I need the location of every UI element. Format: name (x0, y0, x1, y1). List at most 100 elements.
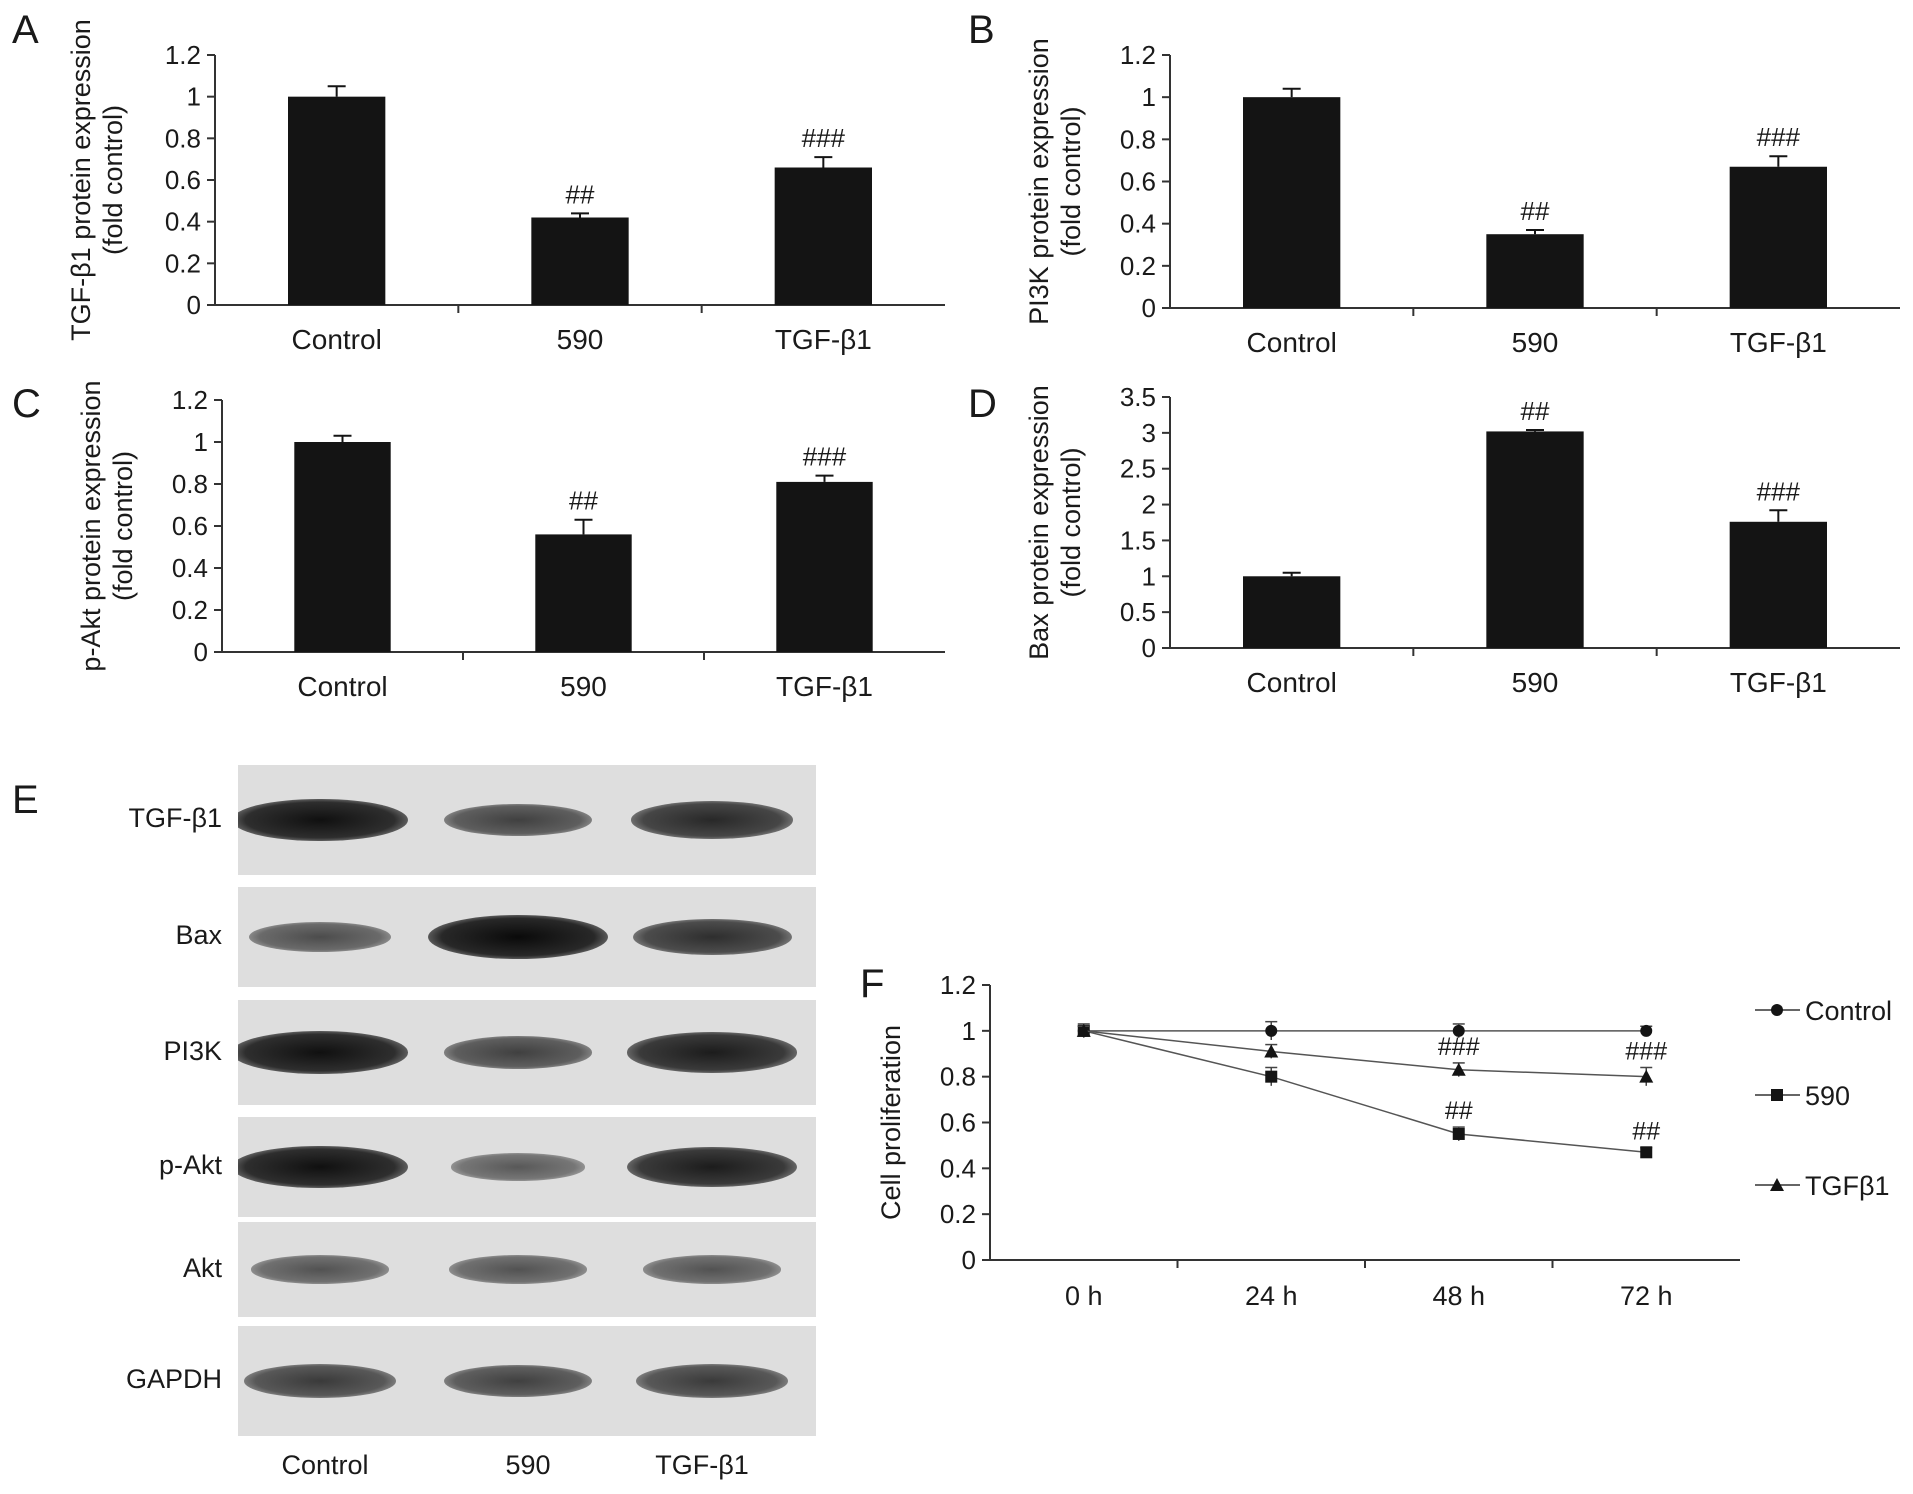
panel-letter-b: B (968, 8, 995, 52)
chart-c-ytick-label: 1.2 (172, 385, 208, 415)
chart-a-category-label: 590 (557, 324, 604, 355)
chart-c-annotation: ### (803, 442, 847, 472)
chart-b-ytick-label: 0 (1142, 293, 1156, 323)
chart-f-point-triangle (1451, 1062, 1466, 1076)
chart-f-annotation-square: ## (1632, 1118, 1660, 1146)
blot-row-label: p-Akt (158, 1150, 222, 1180)
chart-c-ytick-label: 0.4 (172, 553, 208, 583)
chart-b-ytick-label: 0.2 (1120, 251, 1156, 281)
blot-strip (238, 1117, 816, 1217)
chart-f-xtick-label: 48 h (1432, 1281, 1485, 1311)
chart-c-ylabel: (fold control) (108, 451, 138, 601)
chart-d-category-label: TGF-β1 (1730, 667, 1827, 698)
chart-c-ylabel: p-Akt protein expression (76, 380, 106, 671)
chart-a-bar (288, 96, 386, 306)
blot-band (249, 922, 391, 952)
blot-band (636, 1364, 788, 1398)
blot-row-label: GAPDH (125, 1364, 222, 1394)
chart-d-ytick-label: 2 (1142, 490, 1156, 520)
chart-f-ytick-label: 1 (962, 1016, 976, 1046)
chart-c-annotation: ## (569, 486, 598, 516)
chart-a-ylabel: TGF-β1 protein expression (66, 19, 96, 341)
blot-strip (238, 765, 816, 875)
panel-letter-e: E (12, 778, 39, 822)
blot-row-label: TGF-β1 (128, 803, 222, 833)
chart-d-bar (1243, 576, 1341, 648)
blot-band (450, 1153, 586, 1181)
panel-letter-f: F (860, 962, 885, 1006)
blot-band (428, 915, 608, 959)
chart-b-annotation: ### (1757, 122, 1801, 152)
chart-f-ytick-label: 0.6 (940, 1108, 976, 1138)
chart-b-bar (1486, 234, 1584, 308)
chart-b-ylabel: PI3K protein expression (1024, 38, 1054, 325)
chart-f-point-square (1265, 1070, 1278, 1083)
chart-d-ylabel: (fold control) (1056, 447, 1086, 597)
blot-band (632, 918, 792, 956)
chart-c-category-label: 590 (560, 671, 607, 702)
chart-f-annotation-square: ## (1445, 1097, 1473, 1125)
blot-band (238, 798, 409, 842)
chart-d-ytick-label: 0 (1142, 633, 1156, 663)
chart-b-ytick-label: 1 (1142, 82, 1156, 112)
chart-f-point-square (1640, 1146, 1653, 1159)
chart-f-ytick-label: 0 (962, 1245, 976, 1275)
chart-f-annotation-triangle: ### (1625, 1038, 1667, 1066)
blot-band (251, 1255, 389, 1284)
chart-f-xtick-label: 0 h (1065, 1281, 1103, 1311)
chart-f-point-circle (1265, 1024, 1278, 1037)
chart-d-ylabel: Bax protein expression (1024, 385, 1054, 660)
chart-c-bar (535, 534, 632, 652)
chart-f-line-triangle (1083, 1030, 1647, 1078)
chart-b-bar (1729, 166, 1827, 308)
chart-c-ytick-label: 0.6 (172, 511, 208, 541)
chart-a-ylabel: (fold control) (98, 105, 128, 255)
chart-d-ytick-label: 1.5 (1120, 525, 1156, 555)
blot-band (627, 1032, 797, 1073)
chart-d-bar (1729, 521, 1827, 648)
chart-d-category-label: Control (1247, 667, 1337, 698)
blot-strip (238, 1222, 816, 1317)
chart-b-ylabel: (fold control) (1056, 106, 1086, 256)
chart-a-ytick-label: 1.2 (165, 40, 201, 70)
chart-d-ytick-label: 0.5 (1120, 597, 1156, 627)
chart-b-category-label: Control (1247, 327, 1337, 358)
chart-d-ytick-label: 3.5 (1120, 382, 1156, 412)
chart-f-point-circle (1452, 1024, 1465, 1037)
chart-d-bar (1486, 431, 1584, 648)
chart-d-category-label: 590 (1512, 667, 1559, 698)
blot-row-label: Bax (175, 920, 222, 950)
blot-band (443, 803, 593, 837)
chart-a-ytick-label: 0 (187, 290, 201, 320)
blot-band (449, 1255, 587, 1284)
legend-marker-circle (1771, 1004, 1783, 1016)
chart-f-ytick-label: 1.2 (940, 970, 976, 1000)
legend-marker-triangle (1770, 1178, 1784, 1191)
chart-b-annotation: ## (1521, 196, 1550, 226)
chart-f-point-triangle (1264, 1044, 1279, 1058)
chart-b-ytick-label: 0.6 (1120, 167, 1156, 197)
chart-c-ytick-label: 0 (194, 637, 208, 667)
legend-label-circle: Control (1805, 996, 1892, 1026)
chart-d-ytick-label: 2.5 (1120, 454, 1156, 484)
chart-a-bar (774, 167, 872, 305)
chart-a-ytick-label: 1 (187, 82, 201, 112)
chart-c-bar (776, 481, 873, 652)
blot-lane-label: 590 (505, 1450, 551, 1480)
chart-d-annotation: ### (1757, 476, 1801, 506)
chart-b-category-label: 590 (1512, 327, 1559, 358)
chart-a-ytick-label: 0.2 (165, 248, 201, 278)
chart-a-category-label: TGF-β1 (775, 324, 872, 355)
legend-marker-square (1771, 1089, 1783, 1101)
chart-a-ytick-label: 0.4 (165, 207, 201, 237)
blot-strip (238, 887, 816, 987)
chart-f-point-triangle (1076, 1023, 1091, 1037)
chart-b-bar (1243, 97, 1341, 309)
blot-row-label: Akt (182, 1252, 222, 1283)
chart-f-point-triangle (1639, 1069, 1654, 1083)
blot-strip (238, 1326, 816, 1436)
chart-a-ytick-label: 0.8 (165, 123, 201, 153)
chart-a-annotation: ### (802, 123, 846, 153)
chart-c-category-label: TGF-β1 (776, 671, 873, 702)
chart-f-point-square (1452, 1127, 1465, 1140)
